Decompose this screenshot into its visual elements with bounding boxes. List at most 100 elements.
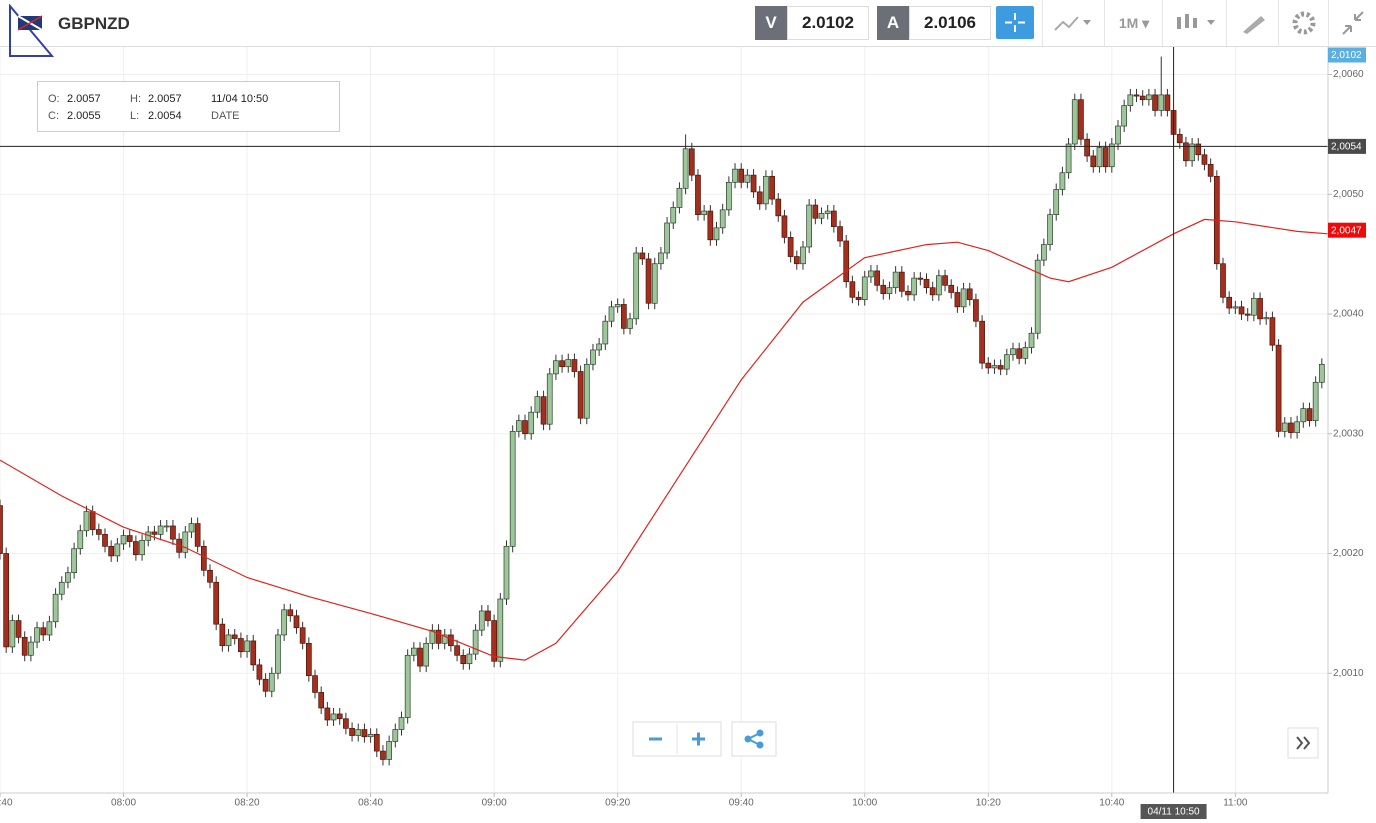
candle-body — [1010, 348, 1016, 356]
candle-body — [262, 678, 269, 692]
candle-body — [157, 525, 164, 535]
x-tick-label: 11:00 — [1223, 798, 1248, 809]
candle-body — [818, 213, 825, 219]
candle-body — [756, 191, 763, 205]
sell-price[interactable]: 2.0102 — [787, 6, 869, 40]
candle-body — [58, 581, 65, 595]
candle-body — [627, 318, 633, 329]
candle-body — [868, 270, 874, 278]
candle-body — [21, 636, 28, 656]
candle-body — [466, 653, 473, 665]
candle-body — [139, 539, 145, 556]
chart-type-button[interactable] — [1042, 0, 1105, 46]
candle-body — [948, 284, 955, 293]
candle-body — [460, 654, 467, 665]
crosshair-time-label: 04/11 10:50 — [1148, 807, 1201, 818]
candle-body — [991, 365, 998, 369]
candle-body — [95, 529, 102, 535]
candle-body — [732, 168, 738, 183]
candle-body — [281, 609, 287, 636]
x-tick-label: 10:20 — [976, 798, 1001, 809]
candle-body — [219, 623, 226, 647]
candle-body — [188, 523, 195, 533]
value: 2.0057 — [148, 93, 182, 105]
candle-body — [423, 642, 430, 667]
candle-body — [225, 634, 232, 647]
share-button[interactable] — [731, 721, 777, 757]
candle-body — [244, 640, 250, 653]
candle-body — [553, 360, 559, 375]
candle-body — [917, 277, 924, 280]
candle-body — [1207, 163, 1214, 177]
candle-body — [719, 209, 726, 229]
zoom-in[interactable] — [692, 732, 705, 746]
candle-body — [534, 396, 541, 413]
candle-body — [639, 252, 646, 260]
candle-body — [763, 175, 769, 205]
candle-body — [645, 258, 652, 304]
x-tick-label: 08:20 — [235, 798, 260, 809]
candle-body — [861, 276, 868, 301]
candle-body — [318, 692, 325, 709]
candle-body — [781, 215, 788, 238]
label: DATE — [211, 110, 240, 122]
candle-body — [960, 288, 967, 308]
candle-body — [250, 640, 257, 666]
candle-body — [1152, 94, 1158, 111]
candle-body — [1189, 143, 1195, 162]
candle-body — [997, 365, 1004, 370]
zoom-controls — [632, 721, 1319, 759]
candle-body — [343, 718, 349, 729]
candle-body — [491, 620, 497, 662]
candle-body — [806, 204, 813, 248]
candle-body — [1158, 94, 1165, 111]
candle-body — [509, 431, 516, 547]
candle-body — [151, 531, 158, 535]
candle-body — [824, 210, 831, 214]
candle-body — [1016, 348, 1023, 359]
candle-body — [497, 598, 504, 662]
candle-body — [1053, 189, 1060, 215]
candle-body — [577, 371, 584, 419]
candle-body — [515, 420, 522, 432]
candle-body — [880, 284, 887, 295]
candle-body — [15, 620, 22, 638]
candle-body — [602, 320, 609, 345]
candle-body — [1238, 306, 1245, 315]
candle-body — [1121, 105, 1128, 127]
candle-body — [52, 593, 59, 623]
candles-button[interactable] — [1162, 0, 1227, 46]
candle-body — [688, 148, 695, 176]
date: 11/04 10:50 — [211, 93, 269, 105]
candle-body — [268, 672, 275, 692]
collapse-button[interactable] — [1328, 0, 1376, 46]
y-tick-label: 2,0050 — [1333, 189, 1364, 200]
axes: 2,0010 2,0020 2,0030 2,0040 2,0050 2,0060 07:4… — [0, 47, 1366, 819]
candle-body — [1115, 125, 1121, 145]
settings-button[interactable] — [1278, 0, 1329, 46]
candle-body — [849, 281, 856, 298]
candle-body — [102, 534, 108, 547]
candle-body — [28, 641, 34, 656]
timeframe-button[interactable]: 1M ▾ — [1104, 0, 1163, 46]
candle-body — [701, 210, 707, 215]
sell-button[interactable]: V — [755, 6, 787, 40]
candle-body — [985, 362, 992, 369]
buy-button[interactable]: A — [877, 6, 909, 40]
price-marker — [1328, 222, 1366, 238]
candle-body — [213, 581, 220, 625]
candle-body — [71, 548, 77, 574]
draw-button[interactable] — [1226, 0, 1279, 46]
candle-body — [596, 343, 602, 351]
candle-body — [936, 275, 942, 296]
buy-price[interactable]: 2.0106 — [909, 6, 991, 40]
candle-body — [726, 181, 732, 211]
label: L: — [130, 110, 140, 122]
candle-body — [812, 204, 819, 219]
value: 2.0057 — [67, 93, 101, 105]
candle-body — [238, 638, 244, 653]
crosshair-button[interactable] — [996, 6, 1034, 39]
candle-body — [1176, 134, 1183, 144]
value: 2.0054 — [148, 110, 182, 122]
